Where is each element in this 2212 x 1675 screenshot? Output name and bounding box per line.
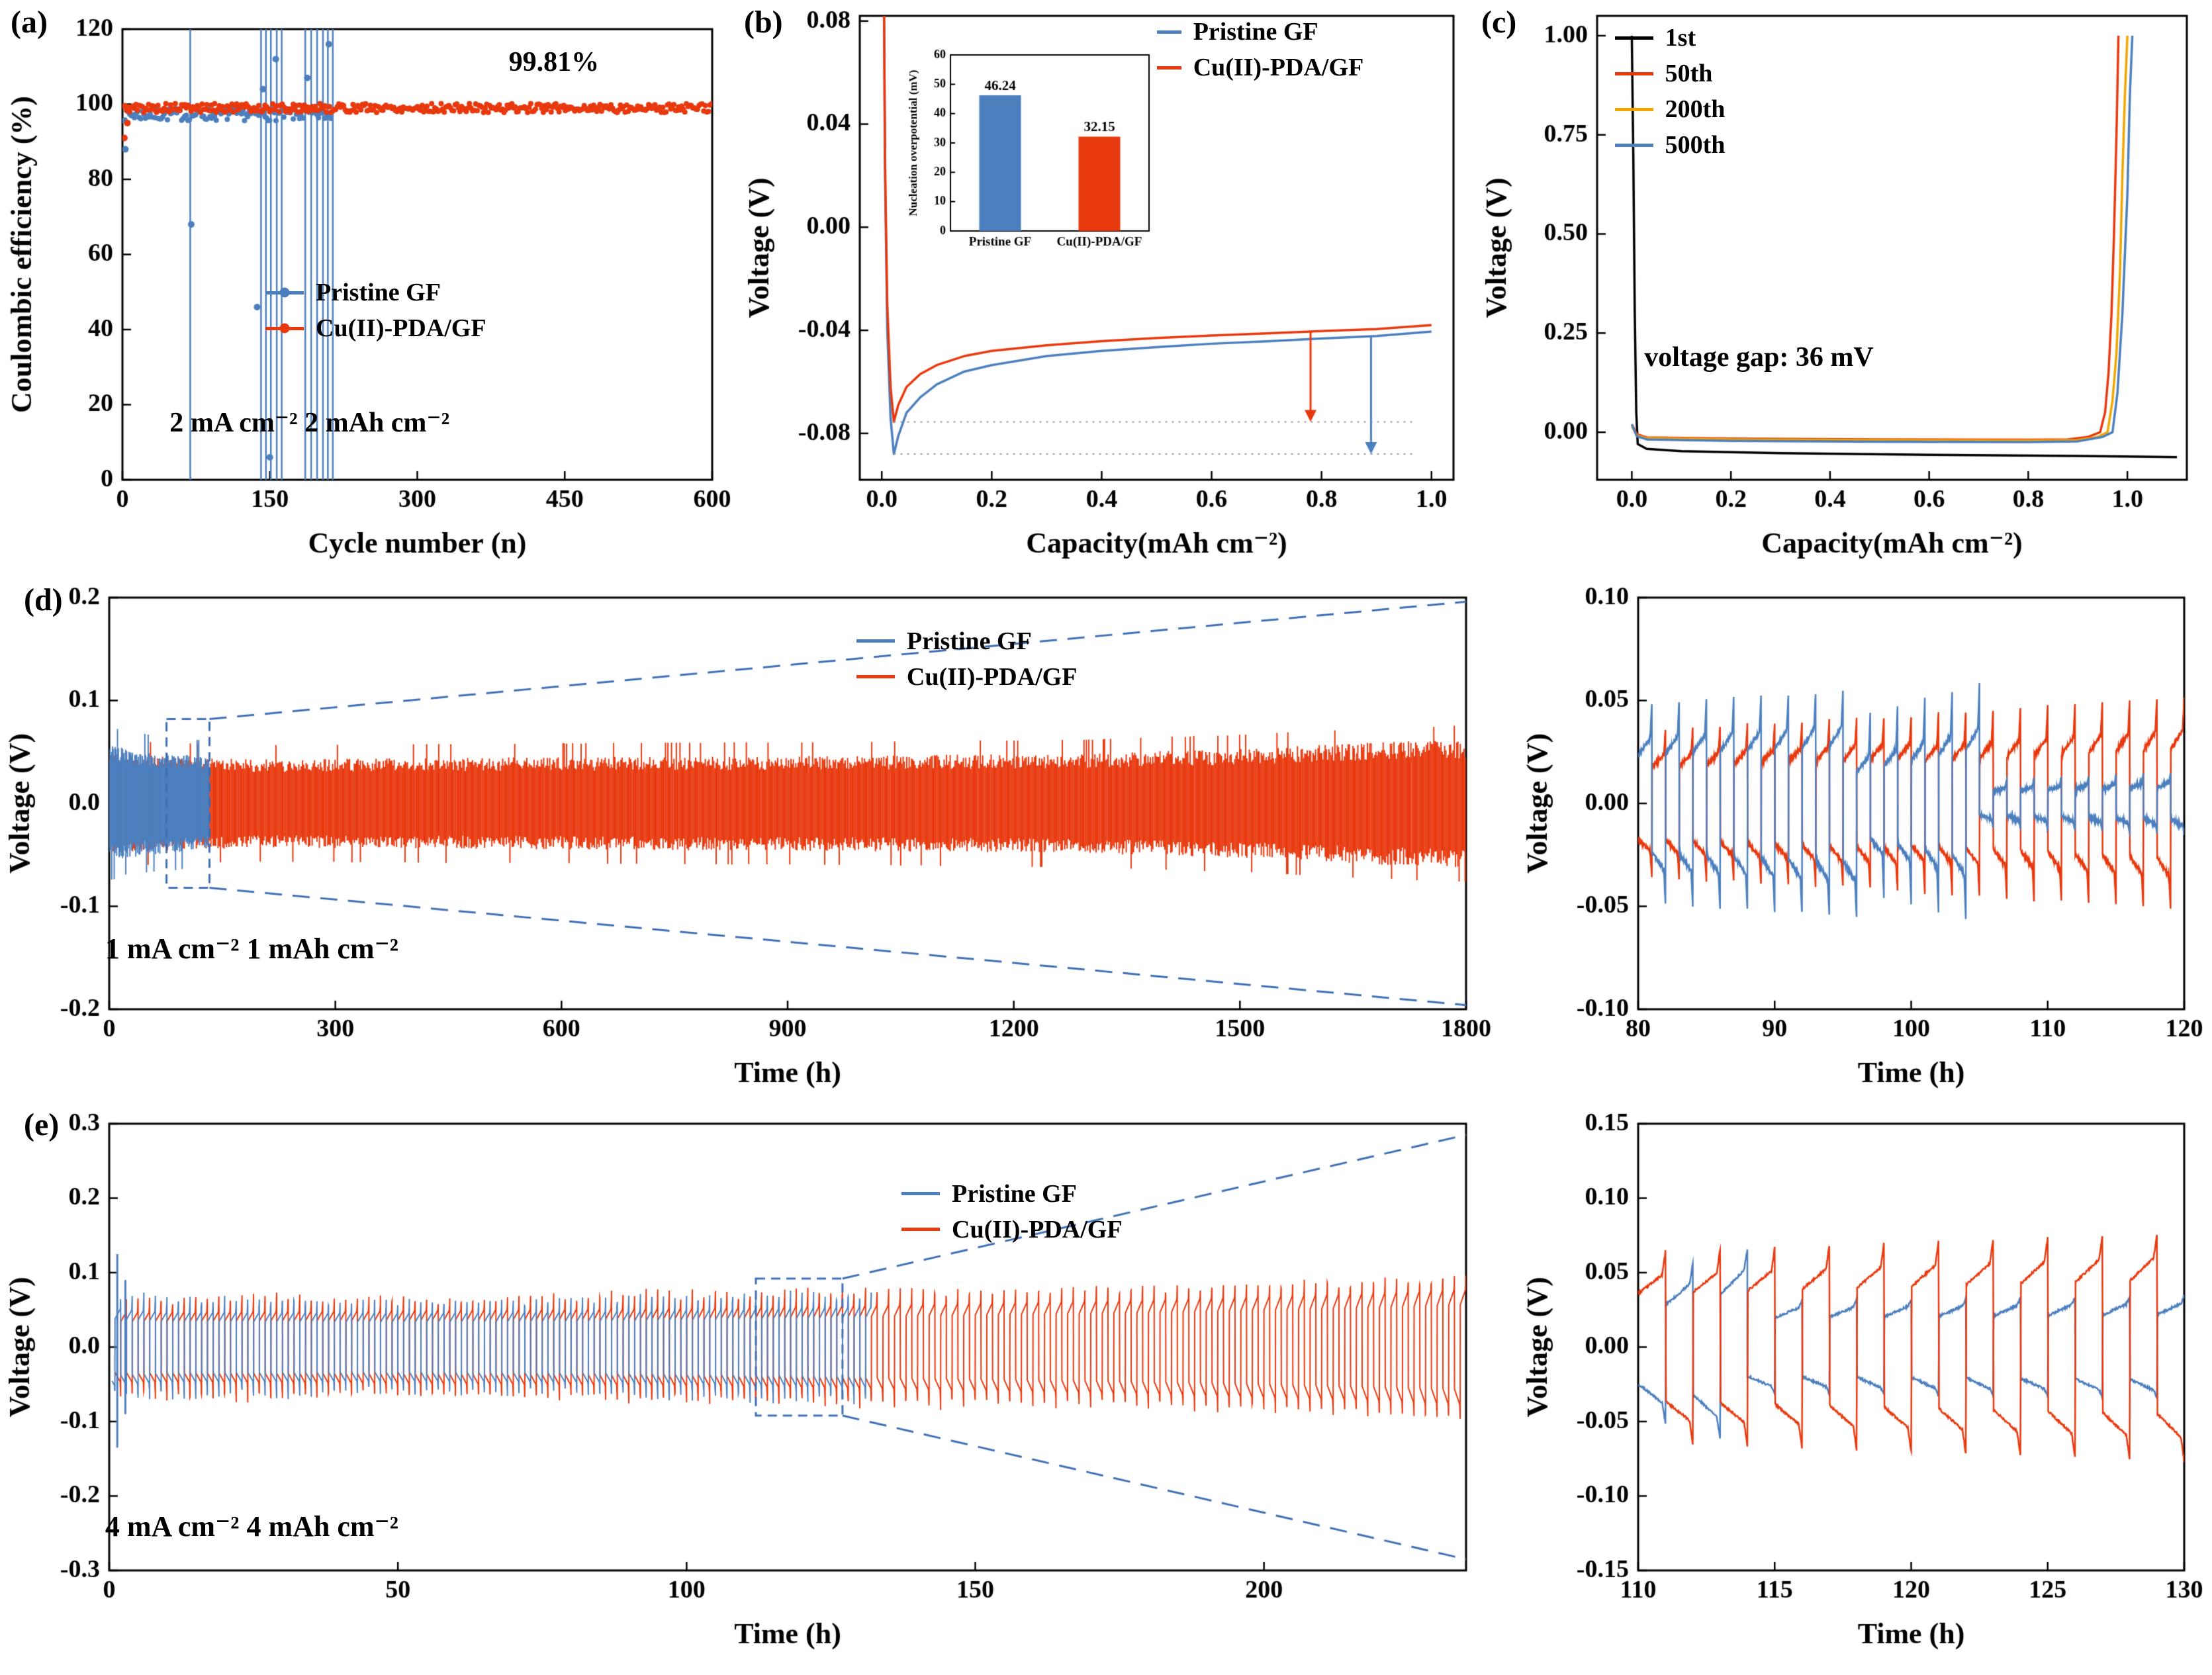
panel-a-label: (a): [11, 5, 48, 40]
legend-item: Pristine GF: [1142, 17, 1364, 46]
panel-d-label: (d): [24, 582, 63, 617]
panel-e-label: (e): [24, 1107, 60, 1142]
cycling-4mA-zoom-chart: [1502, 1105, 2212, 1675]
legend-item: Cu(II)-PDA/GF: [856, 662, 1078, 692]
legend-item: 500th: [1614, 130, 1726, 159]
legend-marker: [265, 291, 304, 294]
panel-d-inset: [1502, 579, 2212, 1105]
coulombic-efficiency-chart: [0, 0, 737, 579]
cycling-4mA-chart: [0, 1105, 1502, 1675]
panel-a-legend: Pristine GF Cu(II)-PDA/GF: [265, 278, 486, 343]
panel-d-condition-annotation: 1 mA cm⁻² 1 mAh cm⁻²: [105, 932, 398, 965]
panel-b-label: (b): [744, 5, 783, 40]
panel-b: (b) Pristine GF Cu(II)-PDA/GF: [737, 0, 1475, 579]
legend-marker: [901, 1228, 940, 1232]
legend-item: Cu(II)-PDA/GF: [901, 1215, 1123, 1244]
legend-item: 200th: [1614, 95, 1726, 124]
panel-d-legend: Pristine GF Cu(II)-PDA/GF: [856, 627, 1078, 692]
panel-a-condition-annotation: 2 mA cm⁻² 2 mAh cm⁻²: [169, 407, 450, 438]
legend-marker: [1614, 36, 1653, 40]
legend-label: Cu(II)-PDA/GF: [952, 1215, 1123, 1244]
panel-a: (a) 99.81% Pristine GF Cu(II)-PDA/GF 2 mA…: [0, 0, 737, 579]
legend-item: Pristine GF: [265, 278, 486, 307]
panel-e-inset: [1502, 1105, 2212, 1675]
panel-c-label: (c): [1481, 5, 1517, 40]
legend-item: Pristine GF: [901, 1179, 1123, 1208]
cycling-1mA-chart: [0, 579, 1502, 1105]
legend-label: Pristine GF: [906, 627, 1032, 655]
figure-row-2: (d) Pristine GF Cu(II)-PDA/GF 1 mA cm⁻² 1…: [0, 579, 2212, 1105]
panel-c-legend: 1st 50th 200th 500th: [1614, 23, 1726, 159]
legend-item: Pristine GF: [856, 627, 1078, 656]
panel-e-legend: Pristine GF Cu(II)-PDA/GF: [901, 1179, 1123, 1244]
legend-marker: [265, 326, 304, 330]
legend-marker: [1614, 71, 1653, 75]
legend-item: Cu(II)-PDA/GF: [265, 314, 486, 343]
legend-label: 500th: [1665, 131, 1726, 159]
legend-label: Cu(II)-PDA/GF: [1193, 54, 1364, 82]
legend-marker: [856, 675, 895, 679]
cycling-1mA-zoom-chart: [1502, 579, 2212, 1105]
legend-item: 1st: [1614, 23, 1726, 52]
legend-label: 1st: [1665, 24, 1696, 52]
legend-marker: [1614, 143, 1653, 147]
legend-marker: [1142, 30, 1181, 34]
voltage-profile-chart: [1475, 0, 2212, 579]
legend-label: Cu(II)-PDA/GF: [906, 662, 1078, 691]
panel-b-legend: Pristine GF Cu(II)-PDA/GF: [1142, 17, 1364, 82]
legend-label: Cu(II)-PDA/GF: [316, 314, 486, 342]
panel-e-condition-annotation: 4 mA cm⁻² 4 mAh cm⁻²: [105, 1510, 398, 1543]
legend-item: Cu(II)-PDA/GF: [1142, 53, 1364, 82]
figure-row-3: (e) Pristine GF Cu(II)-PDA/GF 4 mA cm⁻² 4…: [0, 1105, 2212, 1675]
nucleation-overpotential-inset: [892, 26, 1157, 278]
panel-d: (d) Pristine GF Cu(II)-PDA/GF 1 mA cm⁻² 1…: [0, 579, 1502, 1105]
panel-e: (e) Pristine GF Cu(II)-PDA/GF 4 mA cm⁻² 4…: [0, 1105, 1502, 1675]
legend-label: Pristine GF: [952, 1179, 1077, 1208]
legend-item: 50th: [1614, 59, 1726, 88]
nucleation-overpotential-bar-chart: [892, 26, 1157, 278]
legend-marker: [901, 1192, 940, 1196]
legend-marker: [1614, 107, 1653, 111]
panel-c: (c) 1st 50th 200th 500th voltage gap: 36 mV: [1475, 0, 2212, 579]
legend-marker: [856, 639, 895, 643]
legend-label: Pristine GF: [316, 279, 441, 306]
voltage-gap-annotation: voltage gap: 36 mV: [1644, 342, 1874, 373]
average-efficiency-annotation: 99.81%: [508, 47, 600, 77]
legend-marker: [1142, 66, 1181, 69]
legend-label: Pristine GF: [1193, 18, 1318, 46]
legend-label: 200th: [1665, 95, 1726, 123]
figure-row-1: (a) 99.81% Pristine GF Cu(II)-PDA/GF 2 mA…: [0, 0, 2212, 579]
legend-label: 50th: [1665, 60, 1713, 87]
